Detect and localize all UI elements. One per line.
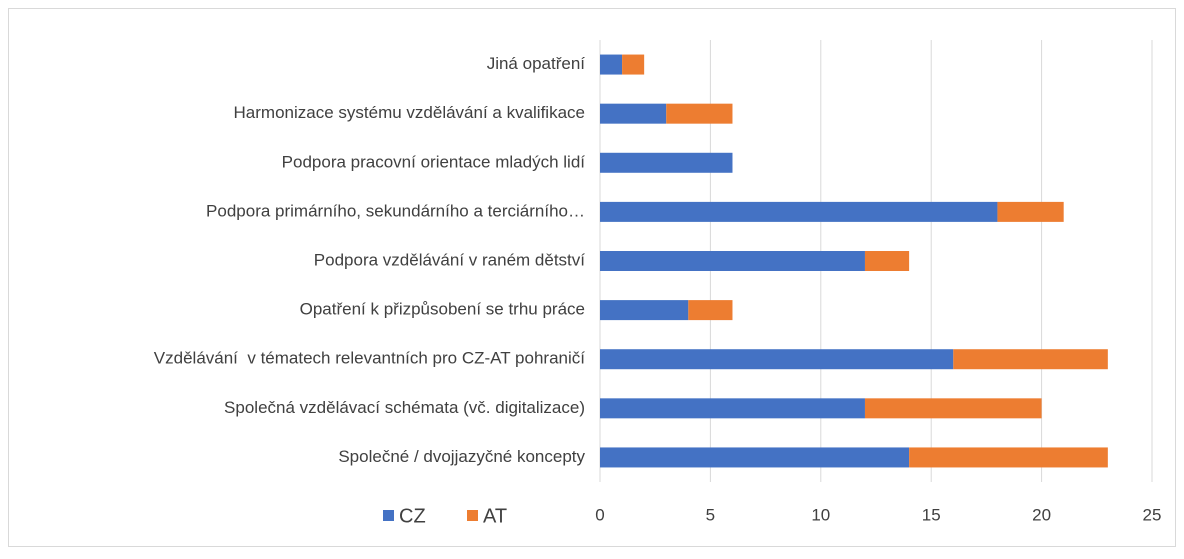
- y-tick-label: Podpora pracovní orientace mladých lidí: [282, 152, 586, 171]
- bar: [864, 398, 1042, 419]
- y-tick-label: Společné / dvojjazyčné koncepty: [338, 447, 585, 466]
- y-tick-label: Podpora vzdělávání v raném dětství: [314, 250, 585, 269]
- y-tick-label: Opatření k přizpůsobení se trhu práce: [300, 300, 585, 319]
- x-tick-label: 0: [595, 505, 604, 524]
- bar: [600, 349, 954, 370]
- x-tick-label: 5: [706, 505, 715, 524]
- bar: [622, 54, 645, 75]
- y-tick-label: Podpora primárního, sekundárního a terci…: [206, 201, 585, 220]
- x-tick-label: 15: [922, 505, 941, 524]
- bar: [997, 201, 1064, 222]
- legend-label: CZ: [399, 505, 426, 527]
- legend-swatch: [467, 510, 478, 521]
- legend-swatch: [383, 510, 394, 521]
- y-tick-label: Vzdělávání v tématech relevantních pro C…: [154, 349, 585, 368]
- bar: [909, 447, 1108, 468]
- bar: [953, 349, 1108, 370]
- y-tick-label: Jiná opatření: [487, 54, 586, 73]
- y-tick-label: Společná vzdělávací schémata (vč. digita…: [224, 398, 585, 417]
- bar: [600, 152, 733, 173]
- bar: [600, 300, 689, 321]
- bar: [600, 54, 623, 75]
- bar: [688, 300, 733, 321]
- bar: [600, 201, 998, 222]
- bar: [600, 447, 910, 468]
- legend-label: AT: [483, 505, 507, 527]
- x-tick-label: 25: [1143, 505, 1162, 524]
- y-tick-label: Harmonizace systému vzdělávání a kvalifi…: [234, 103, 585, 122]
- bar: [600, 103, 667, 124]
- bar: [600, 251, 865, 271]
- bar: [864, 251, 910, 271]
- x-tick-label: 10: [811, 505, 830, 524]
- bar: [666, 103, 733, 124]
- x-tick-label: 20: [1032, 505, 1051, 524]
- bar: [600, 398, 865, 419]
